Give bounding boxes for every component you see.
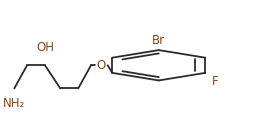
Text: NH₂: NH₂ bbox=[3, 97, 25, 110]
Text: Br: Br bbox=[152, 34, 165, 47]
Text: F: F bbox=[212, 75, 219, 88]
Text: OH: OH bbox=[36, 41, 54, 54]
Text: O: O bbox=[97, 59, 106, 72]
